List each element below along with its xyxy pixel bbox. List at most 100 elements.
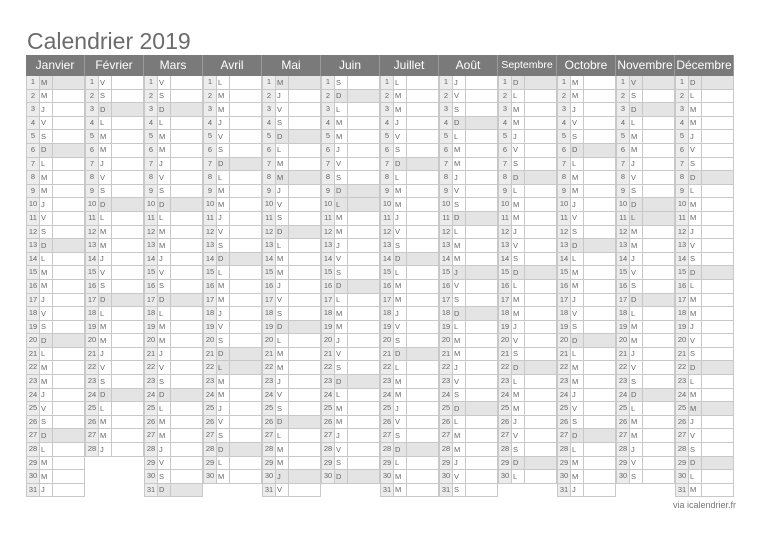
- weekday-letter-cell: [99, 211, 112, 225]
- day-note-cell: [112, 361, 143, 374]
- weekday-letter-cell: [335, 402, 348, 415]
- day-number: 7: [322, 157, 335, 171]
- day-note-cell: [407, 429, 438, 442]
- day-row: 26: [439, 415, 498, 430]
- day-row: 1: [557, 76, 616, 90]
- day-note-cell: [230, 389, 261, 402]
- weekday-letter-cell: [217, 443, 230, 456]
- day-note-cell: [584, 484, 615, 497]
- weekday-letter-cell: [689, 279, 702, 293]
- weekday-letter-cell: [512, 456, 525, 470]
- weekday-letter-cell: [453, 76, 466, 89]
- day-note-cell: [702, 239, 733, 252]
- weekday-letter-cell: [512, 89, 525, 103]
- weekday-letter-cell: [217, 239, 230, 252]
- day-number: 26: [204, 415, 217, 429]
- weekday-letter-cell: [40, 320, 53, 334]
- weekday-letter-cell: [217, 320, 230, 334]
- day-note-cell: [643, 293, 674, 307]
- day-number: 24: [440, 388, 453, 402]
- day-number: 12: [499, 225, 512, 239]
- day-row: 10: [616, 198, 675, 212]
- weekday-letter-cell: [217, 103, 230, 116]
- day-note-cell: [112, 198, 143, 211]
- day-row: 7: [321, 157, 380, 172]
- day-number: 12: [322, 225, 335, 239]
- day-number: 25: [499, 402, 512, 415]
- month-header: Juin: [321, 55, 380, 76]
- weekday-letter-cell: [40, 211, 53, 225]
- day-note-cell: [348, 334, 379, 347]
- day-number: 30: [145, 470, 158, 483]
- weekday-letter-cell: [512, 252, 525, 266]
- day-row: 26: [144, 415, 203, 430]
- day-note-cell: [643, 226, 674, 239]
- day-row: 7: [380, 157, 439, 172]
- day-row: 28: [85, 443, 144, 457]
- day-note-cell: [643, 90, 674, 103]
- day-row: 14: [203, 252, 262, 267]
- day-number: 19: [617, 320, 630, 334]
- weekday-letter-cell: [689, 89, 702, 103]
- day-row: 7: [262, 157, 321, 172]
- weekday-letter-cell: [571, 388, 584, 402]
- day-row: 1: [675, 76, 734, 90]
- day-row: 11: [380, 211, 439, 226]
- weekday-letter-cell: [571, 347, 584, 361]
- day-row: 30: [321, 470, 380, 484]
- weekday-letter-cell: [689, 211, 702, 225]
- weekday-letter-cell: [394, 293, 407, 307]
- day-row: 27: [262, 429, 321, 444]
- weekday-letter-cell: [689, 470, 702, 483]
- weekday-letter-cell: [453, 143, 466, 157]
- day-note-cell: [289, 389, 320, 402]
- day-number: 16: [204, 279, 217, 293]
- day-row: 24: [321, 388, 380, 403]
- day-row: 19: [85, 320, 144, 335]
- day-number: 3: [676, 103, 689, 116]
- day-note-cell: [171, 226, 202, 239]
- day-note-cell: [407, 212, 438, 225]
- day-note-cell: [584, 266, 615, 279]
- day-row: 31: [262, 483, 321, 498]
- day-note-cell: [643, 117, 674, 130]
- day-number: 13: [204, 239, 217, 252]
- day-number: 4: [204, 116, 217, 130]
- day-note-cell: [112, 348, 143, 361]
- day-note-cell: [53, 402, 84, 415]
- day-number: 29: [440, 456, 453, 470]
- weekday-letter-cell: [453, 103, 466, 116]
- day-number: 15: [617, 266, 630, 279]
- day-row: 3: [26, 103, 85, 117]
- day-row: 8: [85, 171, 144, 185]
- day-row: 9: [498, 184, 557, 199]
- day-number: 6: [27, 143, 40, 157]
- day-row: 30: [380, 470, 439, 484]
- day-number: 3: [499, 103, 512, 116]
- day-number: 27: [381, 429, 394, 443]
- day-number: 16: [86, 279, 99, 293]
- weekday-letter-cell: [40, 171, 53, 184]
- day-note-cell: [348, 171, 379, 184]
- day-number: 20: [86, 334, 99, 347]
- weekday-letter-cell: [571, 307, 584, 320]
- day-note-cell: [112, 253, 143, 266]
- day-number: 31: [145, 483, 158, 497]
- day-note-cell: [466, 198, 497, 211]
- day-row: 30: [203, 470, 262, 484]
- day-row: 15: [380, 266, 439, 280]
- weekday-letter-cell: [512, 266, 525, 279]
- weekday-letter-cell: [394, 347, 407, 361]
- weekday-letter-cell: [630, 116, 643, 130]
- day-row: 14: [262, 252, 321, 267]
- day-note-cell: [525, 171, 556, 184]
- weekday-letter-cell: [158, 361, 171, 375]
- day-number: 20: [27, 334, 40, 347]
- day-number: 17: [322, 293, 335, 307]
- day-number: 5: [86, 130, 99, 143]
- day-number: 19: [86, 320, 99, 334]
- day-row: 9: [262, 184, 321, 199]
- day-number: 21: [676, 347, 689, 361]
- day-row: 24: [498, 388, 557, 403]
- day-note-cell: [53, 266, 84, 279]
